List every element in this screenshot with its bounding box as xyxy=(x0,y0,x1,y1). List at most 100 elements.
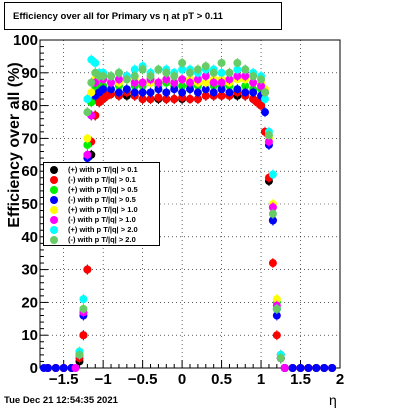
legend-label: (+) with p T/|q| > 0.1 xyxy=(68,165,138,174)
data-point xyxy=(162,95,171,104)
data-point xyxy=(217,58,226,67)
data-point xyxy=(209,78,218,87)
data-point xyxy=(99,72,108,81)
y-tick-label: 60 xyxy=(21,163,38,180)
y-tick-label: 70 xyxy=(21,130,38,147)
data-point xyxy=(107,85,116,94)
data-point xyxy=(170,85,179,94)
data-point xyxy=(130,72,139,81)
data-point xyxy=(304,364,313,372)
data-point xyxy=(193,95,202,104)
legend-marker xyxy=(50,186,58,194)
data-point xyxy=(193,88,202,97)
data-point xyxy=(130,65,139,74)
data-point xyxy=(186,85,194,94)
data-point xyxy=(320,364,329,372)
legend-marker xyxy=(50,196,58,204)
data-point xyxy=(107,72,116,81)
data-point xyxy=(75,350,84,359)
chart-title-box: Efficiency over all for Primary vs η at … xyxy=(4,2,282,30)
data-point xyxy=(170,72,179,81)
data-point xyxy=(217,78,226,87)
data-point xyxy=(83,108,92,117)
data-point xyxy=(201,78,210,87)
data-point xyxy=(146,72,155,81)
data-point xyxy=(209,88,218,97)
data-point xyxy=(170,78,179,87)
y-tick-label: 0 xyxy=(30,360,38,377)
y-axis-label: Efficiency over all (%) xyxy=(6,62,23,228)
data-point xyxy=(122,85,131,94)
legend-marker xyxy=(50,176,58,184)
data-point xyxy=(272,311,281,320)
data-point xyxy=(201,85,210,94)
data-point xyxy=(264,137,273,146)
data-point xyxy=(201,91,210,100)
legend-label: (+) with p T/|q| > 0.5 xyxy=(68,185,138,194)
legend-entry: (-) with p T/|q| > 1.0 xyxy=(44,215,159,225)
data-point xyxy=(261,88,269,97)
data-point xyxy=(268,259,277,268)
data-point xyxy=(170,95,179,104)
x-tick-label: −1.5 xyxy=(49,371,79,388)
x-tick-label: 1 xyxy=(257,371,265,388)
data-point xyxy=(154,65,163,74)
data-point xyxy=(114,75,123,84)
y-tick-label: 90 xyxy=(21,65,38,82)
data-point xyxy=(178,81,187,90)
y-tick-label: 100 xyxy=(13,32,38,49)
data-point xyxy=(225,88,234,97)
data-point xyxy=(217,68,226,77)
legend-label: (-) with p T/|q| > 0.5 xyxy=(68,195,136,204)
data-point xyxy=(87,88,96,97)
data-point xyxy=(233,65,242,74)
legend-marker xyxy=(50,226,58,234)
data-point xyxy=(114,88,123,97)
x-tick-label: −0.5 xyxy=(128,371,158,388)
data-point xyxy=(328,364,337,372)
data-point xyxy=(138,78,147,87)
data-point xyxy=(217,91,226,100)
data-point xyxy=(241,65,250,74)
x-tick-label: 1.5 xyxy=(290,371,311,388)
data-point xyxy=(130,78,139,87)
data-point xyxy=(83,95,92,104)
data-point xyxy=(249,72,258,81)
legend-label: (-) with p T/|q| > 0.1 xyxy=(68,175,136,184)
data-point xyxy=(209,68,218,77)
data-point xyxy=(146,95,155,104)
legend-entry: (-) with p T/|q| > 2.0 xyxy=(44,235,159,245)
data-point xyxy=(43,364,52,372)
legend: (+) with p T/|q| > 0.1 (-) with p T/|q| >… xyxy=(43,162,160,246)
data-point xyxy=(51,364,60,372)
legend-marker xyxy=(50,206,58,214)
data-point xyxy=(138,95,147,104)
y-tick-label: 40 xyxy=(21,229,38,246)
legend-marker xyxy=(50,236,58,244)
data-point xyxy=(162,88,171,97)
data-point xyxy=(186,68,194,77)
data-point xyxy=(186,78,194,87)
legend-label: (-) with p T/|q| > 1.0 xyxy=(68,215,136,224)
data-point xyxy=(138,88,147,97)
data-point xyxy=(83,134,92,143)
y-tick-label: 20 xyxy=(21,294,38,311)
data-point xyxy=(233,58,242,67)
data-point xyxy=(79,295,88,304)
data-point xyxy=(154,93,163,102)
data-point xyxy=(225,68,234,77)
x-tick-label: 0 xyxy=(178,371,186,388)
data-point xyxy=(241,88,250,97)
data-point xyxy=(288,364,297,372)
data-point xyxy=(241,72,250,81)
data-point xyxy=(79,331,88,340)
data-point xyxy=(193,75,202,84)
legend-entry: (-) with p T/|q| > 0.1 xyxy=(44,175,159,185)
data-point xyxy=(257,75,266,84)
data-point xyxy=(233,85,242,94)
y-tick-label: 10 xyxy=(21,327,38,344)
data-point xyxy=(268,209,277,218)
legend-label: (+) with p T/|q| > 2.0 xyxy=(68,225,138,234)
data-point xyxy=(268,216,277,225)
